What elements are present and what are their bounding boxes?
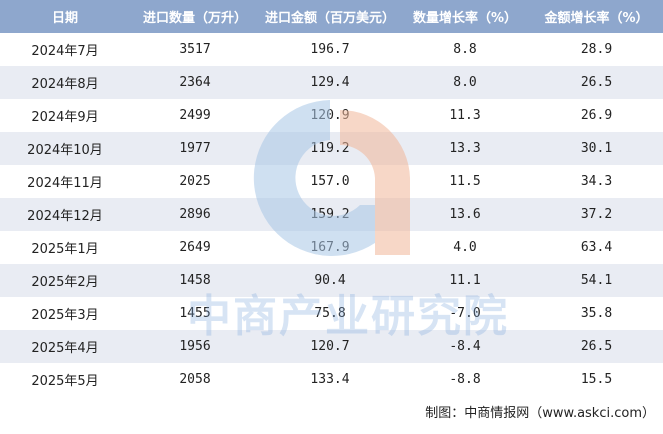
cell-volume: 2364 [130,66,260,99]
cell-value-growth: 63.4 [530,231,663,264]
table-row: 2024年11月 2025 157.0 11.5 34.3 [0,165,663,198]
cell-date: 2025年5月 [0,363,130,396]
header-import-volume: 进口数量（万升） [130,0,260,33]
cell-date: 2024年8月 [0,66,130,99]
cell-value-growth: 54.1 [530,264,663,297]
cell-date: 2025年1月 [0,231,130,264]
cell-value: 157.0 [260,165,400,198]
cell-volume-growth: 8.8 [400,33,530,66]
cell-volume: 2896 [130,198,260,231]
cell-volume-growth: 11.5 [400,165,530,198]
cell-value: 129.4 [260,66,400,99]
cell-value: 133.4 [260,363,400,396]
header-date: 日期 [0,0,130,33]
cell-value-growth: 34.3 [530,165,663,198]
cell-value: 119.2 [260,132,400,165]
cell-volume: 2499 [130,99,260,132]
cell-value-growth: 26.5 [530,330,663,363]
cell-volume: 2058 [130,363,260,396]
cell-value-growth: 35.8 [530,297,663,330]
table-row: 2025年1月 2649 167.9 4.0 63.4 [0,231,663,264]
cell-date: 2024年9月 [0,99,130,132]
cell-date: 2024年12月 [0,198,130,231]
cell-volume-growth: -8.4 [400,330,530,363]
source-footer: 制图：中商情报网（www.askci.com） [425,406,655,421]
table-row: 2024年10月 1977 119.2 13.3 30.1 [0,132,663,165]
table-row: 2024年8月 2364 129.4 8.0 26.5 [0,66,663,99]
table-body: 2024年7月 3517 196.7 8.8 28.9 2024年8月 2364 129.4… [0,33,663,396]
cell-volume: 3517 [130,33,260,66]
cell-date: 2025年4月 [0,330,130,363]
cell-volume-growth: -8.8 [400,363,530,396]
table-row: 2024年9月 2499 120.9 11.3 26.9 [0,99,663,132]
cell-volume: 1977 [130,132,260,165]
header-volume-growth: 数量增长率（%） [400,0,530,33]
cell-date: 2025年2月 [0,264,130,297]
cell-value: 120.7 [260,330,400,363]
cell-value-growth: 28.9 [530,33,663,66]
cell-volume-growth: 11.1 [400,264,530,297]
cell-value: 167.9 [260,231,400,264]
cell-value: 75.8 [260,297,400,330]
cell-volume-growth: 13.3 [400,132,530,165]
table-row: 2024年12月 2896 159.2 13.6 37.2 [0,198,663,231]
table-row: 2025年5月 2058 133.4 -8.8 15.5 [0,363,663,396]
cell-value-growth: 30.1 [530,132,663,165]
table-row: 2025年2月 1458 90.4 11.1 54.1 [0,264,663,297]
header-import-value: 进口金额（百万美元） [260,0,400,33]
cell-value-growth: 37.2 [530,198,663,231]
cell-value: 90.4 [260,264,400,297]
cell-volume: 2025 [130,165,260,198]
cell-value: 196.7 [260,33,400,66]
cell-value-growth: 26.9 [530,99,663,132]
cell-date: 2025年3月 [0,297,130,330]
table-row: 2025年4月 1956 120.7 -8.4 26.5 [0,330,663,363]
cell-volume: 1455 [130,297,260,330]
header-row: 日期 进口数量（万升） 进口金额（百万美元） 数量增长率（%） 金额增长率（%） [0,0,663,33]
cell-date: 2024年11月 [0,165,130,198]
cell-volume: 1458 [130,264,260,297]
table-row: 2024年7月 3517 196.7 8.8 28.9 [0,33,663,66]
cell-volume-growth: 13.6 [400,198,530,231]
cell-volume-growth: 4.0 [400,231,530,264]
table-row: 2025年3月 1455 75.8 -7.0 35.8 [0,297,663,330]
cell-volume: 2649 [130,231,260,264]
cell-value-growth: 15.5 [530,363,663,396]
header-value-growth: 金额增长率（%） [530,0,663,33]
cell-volume-growth: 8.0 [400,66,530,99]
cell-date: 2024年7月 [0,33,130,66]
cell-value-growth: 26.5 [530,66,663,99]
data-table: 日期 进口数量（万升） 进口金额（百万美元） 数量增长率（%） 金额增长率（%）… [0,0,663,396]
cell-value: 159.2 [260,198,400,231]
cell-volume-growth: -7.0 [400,297,530,330]
cell-date: 2024年10月 [0,132,130,165]
cell-volume-growth: 11.3 [400,99,530,132]
cell-volume: 1956 [130,330,260,363]
cell-value: 120.9 [260,99,400,132]
